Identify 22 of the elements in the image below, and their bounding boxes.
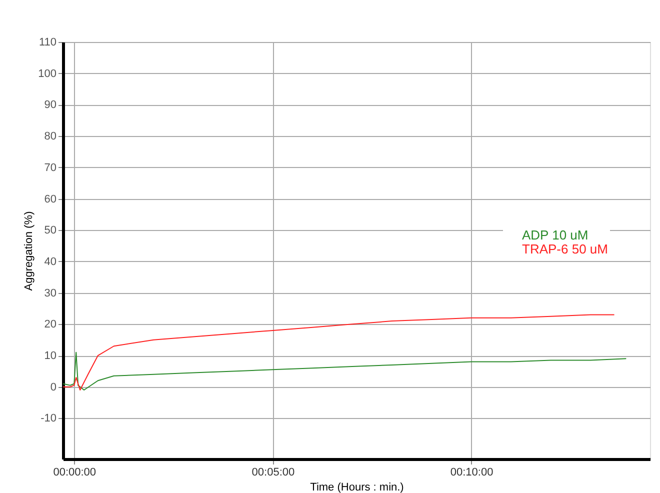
y-tick-label: 30 [44,287,56,300]
x-tick-label: 00:05:00 [252,466,295,478]
x-tick-label: 00:00:00 [53,466,96,478]
y-axis-title: Aggregation (%) [23,211,36,291]
line-series [63,314,615,391]
y-tick-label: 110 [38,36,56,48]
y-tick-label: 10 [44,350,56,362]
y-tick-label: -10 [40,412,56,425]
y-tick-label: 20 [44,318,56,331]
x-axis-title: Time (Hours : min.) [310,482,404,493]
x-tick-label: 00:10:00 [450,466,494,478]
y-tick-label: 80 [44,130,56,143]
y-tick-label: 90 [44,99,56,112]
y-tick-label: 100 [38,68,56,80]
y-tick-label: 0 [50,381,56,394]
text: ADP 10 uM [522,228,588,242]
y-tick-label: 40 [44,256,56,268]
text: TRAP-6 50 uM [522,242,608,256]
line-series [63,352,627,391]
y-tick-label: 60 [44,193,56,206]
y-tick-label: 70 [44,162,56,174]
y-tick-label: 50 [44,224,56,237]
